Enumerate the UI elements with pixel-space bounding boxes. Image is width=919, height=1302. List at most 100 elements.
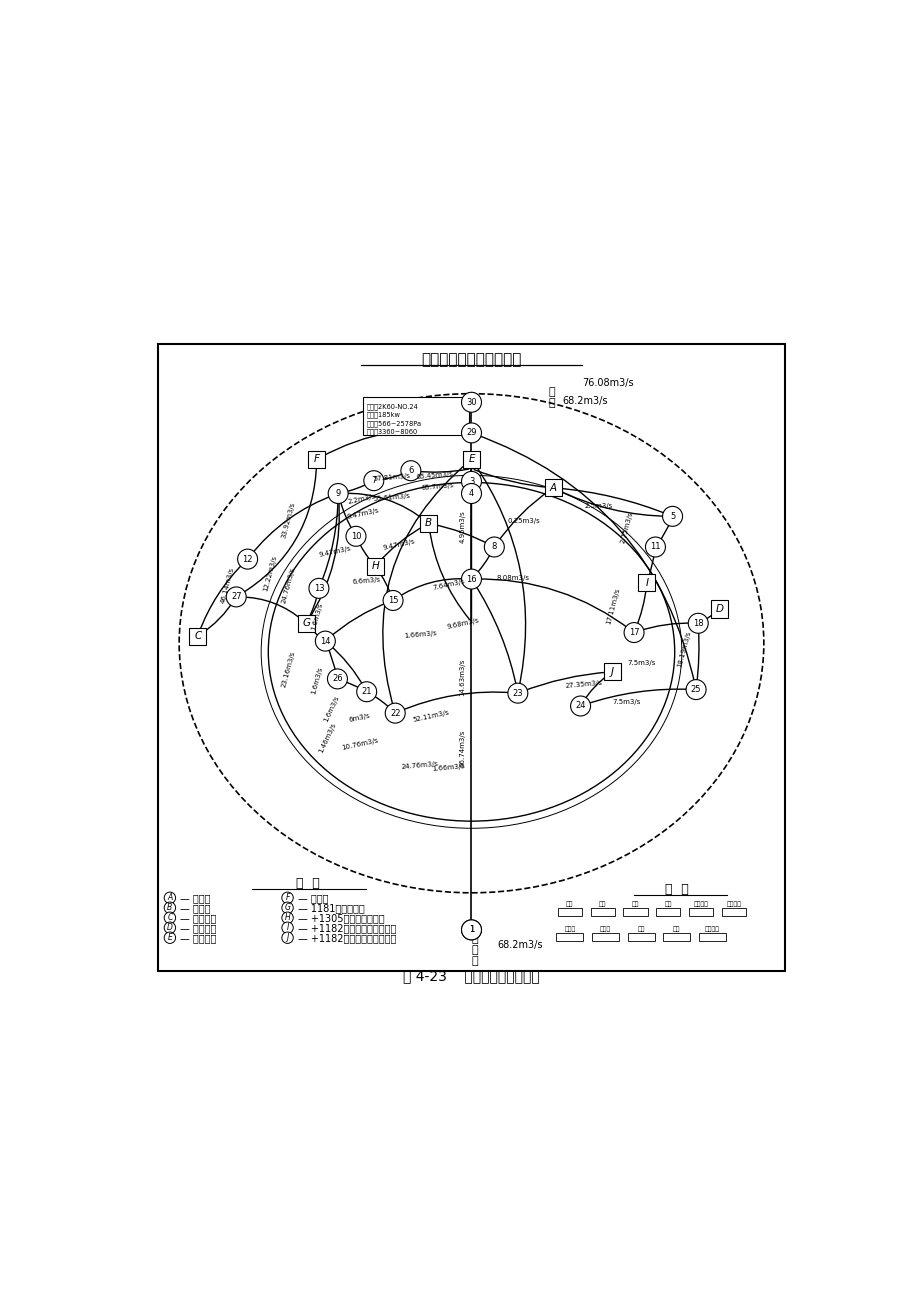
Bar	[556, 934, 583, 941]
FancyArrowPatch shape	[582, 673, 609, 703]
FancyArrowPatch shape	[472, 462, 525, 690]
Text: E: E	[468, 454, 474, 465]
Text: 9.47m3/s: 9.47m3/s	[346, 508, 380, 519]
Text: 33.92m3/s: 33.92m3/s	[280, 501, 296, 539]
Circle shape	[309, 578, 329, 599]
Text: 局扇: 局扇	[637, 926, 644, 932]
Circle shape	[164, 922, 176, 934]
FancyArrowPatch shape	[382, 461, 469, 711]
Bar	[688, 909, 712, 917]
FancyBboxPatch shape	[710, 600, 728, 617]
FancyArrowPatch shape	[307, 591, 318, 621]
Text: 12: 12	[242, 555, 253, 564]
Text: H: H	[284, 913, 290, 922]
FancyArrowPatch shape	[341, 493, 426, 522]
Bar	[698, 934, 725, 941]
Text: I: I	[286, 923, 289, 932]
Text: — 绞车房: — 绞车房	[297, 893, 328, 902]
Text: 6m3/s: 6m3/s	[348, 713, 370, 724]
Circle shape	[281, 892, 293, 904]
Bar	[663, 934, 689, 941]
Text: 21: 21	[361, 687, 371, 697]
Text: 3: 3	[469, 477, 473, 486]
Text: 17: 17	[628, 628, 639, 637]
Text: 主: 主	[471, 934, 477, 944]
Text: 66.74m3/s: 66.74m3/s	[459, 730, 465, 767]
Bar	[591, 934, 618, 941]
Text: 断风: 断风	[664, 901, 671, 907]
FancyArrowPatch shape	[428, 526, 470, 620]
Text: 55.61m3/s: 55.61m3/s	[372, 492, 410, 501]
Text: 4.95m3/s: 4.95m3/s	[459, 510, 465, 543]
Text: 硐: 硐	[471, 956, 477, 966]
Text: 0.25m3/s: 0.25m3/s	[506, 518, 539, 523]
FancyBboxPatch shape	[367, 557, 383, 574]
Text: 16: 16	[466, 574, 476, 583]
Circle shape	[281, 902, 293, 914]
Circle shape	[507, 684, 528, 703]
Circle shape	[687, 613, 708, 633]
FancyArrowPatch shape	[474, 579, 631, 631]
FancyArrowPatch shape	[238, 462, 316, 595]
Text: 27.35m3/s: 27.35m3/s	[564, 680, 602, 689]
Text: 图  例: 图 例	[295, 878, 319, 891]
Text: 18.19m3/s: 18.19m3/s	[675, 630, 691, 668]
Text: J: J	[286, 934, 289, 943]
FancyArrowPatch shape	[308, 625, 323, 639]
Text: 1.6m3/s: 1.6m3/s	[310, 665, 323, 695]
Circle shape	[281, 922, 293, 934]
Text: 乏风: 乏风	[673, 926, 680, 932]
FancyArrowPatch shape	[327, 643, 365, 689]
FancyArrowPatch shape	[338, 496, 354, 534]
Bar	[655, 909, 680, 917]
FancyArrowPatch shape	[700, 611, 717, 622]
Text: 17.11m3/s: 17.11m3/s	[605, 587, 619, 625]
Circle shape	[328, 483, 347, 504]
Text: D: D	[715, 604, 723, 615]
Text: 8: 8	[491, 543, 496, 552]
Text: 风筒: 风筒	[631, 901, 639, 907]
Text: 型号：2K60-NO.24: 型号：2K60-NO.24	[367, 404, 418, 410]
Text: 14: 14	[320, 637, 330, 646]
Text: 68.2m3/s: 68.2m3/s	[562, 396, 607, 406]
Text: 9.68m3/s: 9.68m3/s	[446, 617, 479, 630]
Circle shape	[461, 471, 481, 491]
Text: 24.76m3/s: 24.76m3/s	[280, 566, 296, 604]
Text: 2.5m3/s: 2.5m3/s	[584, 504, 612, 509]
Text: 6: 6	[408, 466, 414, 475]
Circle shape	[164, 892, 176, 904]
Circle shape	[461, 921, 481, 940]
FancyArrowPatch shape	[397, 693, 515, 712]
Text: — +1182轨道顺槽综掘工作面: — +1182轨道顺槽综掘工作面	[297, 932, 395, 943]
Circle shape	[164, 932, 176, 944]
Text: 29: 29	[466, 428, 476, 437]
FancyArrowPatch shape	[647, 549, 654, 579]
Text: 25: 25	[690, 685, 700, 694]
Text: 7.5m3/s: 7.5m3/s	[612, 699, 641, 704]
Text: 图  例: 图 例	[664, 884, 688, 897]
FancyArrowPatch shape	[431, 523, 492, 546]
Text: 30: 30	[466, 397, 476, 406]
Text: G: G	[284, 904, 290, 913]
FancyArrowPatch shape	[327, 602, 390, 639]
Text: 15: 15	[388, 596, 398, 605]
Text: 26: 26	[332, 674, 343, 684]
Text: 引风道: 引风道	[599, 926, 610, 932]
Text: 5: 5	[669, 512, 675, 521]
Text: F: F	[313, 454, 320, 465]
Bar	[721, 909, 745, 917]
FancyBboxPatch shape	[420, 514, 437, 533]
Text: 6.6m3/s: 6.6m3/s	[352, 577, 380, 585]
Text: C: C	[167, 913, 173, 922]
Text: F: F	[285, 893, 289, 902]
Text: 12.22m3/s: 12.22m3/s	[263, 555, 278, 592]
Text: — 变电所: — 变电所	[180, 902, 210, 913]
Circle shape	[461, 483, 481, 504]
Text: 23.16m3/s: 23.16m3/s	[280, 651, 296, 689]
Text: 7: 7	[370, 477, 376, 486]
Circle shape	[363, 471, 383, 491]
FancyArrowPatch shape	[239, 596, 303, 621]
Text: 13: 13	[313, 583, 323, 592]
Circle shape	[623, 622, 643, 642]
Circle shape	[237, 549, 257, 569]
